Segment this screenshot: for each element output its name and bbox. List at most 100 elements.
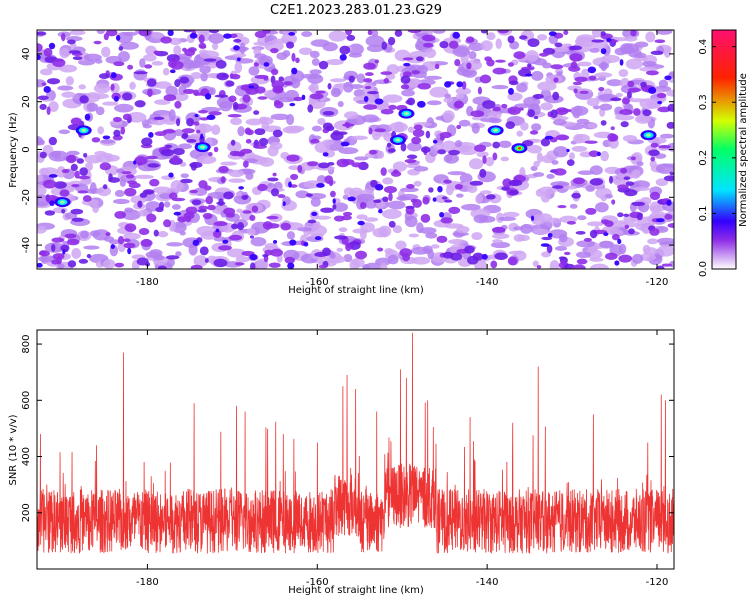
spectrum-texture-cell xyxy=(236,57,241,62)
spectrum-texture-cell xyxy=(600,120,607,126)
spectrum-texture-cell xyxy=(37,54,41,61)
spectrum-texture-cell xyxy=(544,135,554,140)
spectrum-texture-cell xyxy=(518,107,524,111)
spectrum-texture-cell xyxy=(400,84,410,90)
spectrum-texture-cell xyxy=(600,54,621,63)
spectrum-texture-cell xyxy=(99,73,110,80)
spectrum-texture-cell xyxy=(143,54,157,62)
spectrum-texture-cell xyxy=(254,53,267,60)
spectrum-texture-cell xyxy=(600,219,610,225)
spectrum-texture-cell xyxy=(650,156,656,162)
spectrum-texture-cell xyxy=(645,31,656,43)
spectrum-texture-cell xyxy=(56,166,66,178)
spectrum-texture-cell xyxy=(288,32,296,36)
spectrum-texture-cell xyxy=(492,67,507,75)
spectrum-texture-cell xyxy=(357,220,365,226)
spectrum-texture-cell xyxy=(540,138,551,147)
spectral-peak-core xyxy=(200,145,206,149)
spectrum-texture-cell xyxy=(527,109,535,118)
spectrum-texture-cell xyxy=(278,76,284,82)
spectrum-texture-cell xyxy=(569,53,583,62)
spectrum-texture-cell xyxy=(468,51,477,60)
spectrum-texture-cell xyxy=(386,142,392,148)
spectrum-texture-cell xyxy=(619,109,633,116)
spectrum-texture-cell xyxy=(576,251,592,259)
spectrum-texture-cell xyxy=(400,75,411,84)
spectrum-texture-cell xyxy=(238,186,244,190)
spectrum-texture-cell xyxy=(264,242,278,249)
spectrum-texture-cell xyxy=(196,129,201,134)
spectrum-texture-cell xyxy=(379,262,388,269)
spectrum-texture-cell xyxy=(112,198,130,205)
spectrum-texture-cell xyxy=(661,263,673,267)
snr-panel: -180 -160 -140 -120 200 400 600 800 Height of … xyxy=(8,329,675,596)
spectrum-texture-cell xyxy=(558,108,572,113)
spectrum-texture-cell xyxy=(377,247,384,252)
spectrum-texture-cell xyxy=(396,196,411,201)
spectrum-texture-cell xyxy=(329,78,347,83)
spectrum-texture-cell xyxy=(121,171,132,175)
spectrum-texture-cell xyxy=(102,101,119,106)
spectrum-texture-cell xyxy=(480,30,488,34)
spectrum-texture-cell xyxy=(577,61,592,67)
spectrum-texture-cell xyxy=(263,62,270,67)
spectrum-texture-cell xyxy=(346,34,356,42)
spectrum-texture-cell xyxy=(531,70,544,81)
spectrum-texture-cell xyxy=(171,204,181,210)
spectrum-texture-cell xyxy=(403,62,411,67)
spectrum-texture-cell xyxy=(242,160,249,168)
spectrum-texture-cell xyxy=(208,30,219,34)
spectrum-texture-cell xyxy=(218,198,224,206)
spectrum-texture-cell xyxy=(116,31,133,44)
spectrum-texture-cell xyxy=(600,31,606,37)
spectrum-texture-cell xyxy=(650,50,664,55)
spectrum-texture-cell xyxy=(51,237,65,243)
spectrum-texture-cell xyxy=(572,177,585,185)
spectrum-texture-cell xyxy=(586,97,600,107)
spectrum-texture-cell xyxy=(443,153,459,164)
spectrum-texture-cell xyxy=(561,260,566,266)
spectrum-texture-cell xyxy=(38,250,50,257)
spectrum-texture-cell xyxy=(517,234,530,242)
spectrum-texture-cell xyxy=(71,217,84,222)
spectrum-texture-cell xyxy=(310,138,320,144)
spectrum-texture-cell xyxy=(177,216,187,223)
spectrum-texture-cell xyxy=(411,256,431,265)
spectrum-texture-cell xyxy=(66,238,80,246)
spectrum-texture-cell xyxy=(408,233,419,238)
spectrum-texture-cell xyxy=(223,191,234,200)
spectrum-texture-cell xyxy=(70,208,84,215)
spectrum-texture-cell xyxy=(587,66,597,74)
spectrum-texture-cell xyxy=(263,76,269,81)
spectrum-texture-cell xyxy=(587,221,604,227)
spectrum-texture-cell xyxy=(551,185,564,189)
spectrum-texture-cell xyxy=(417,100,426,108)
spectrum-texture-cell xyxy=(69,43,77,49)
spectrum-texture-cell xyxy=(413,180,422,187)
spectrum-texture-cell xyxy=(269,141,283,150)
spectrum-texture-cell xyxy=(190,72,203,80)
snr-x-axis-label: Height of straight line (km) xyxy=(288,585,424,596)
spectrum-texture-cell xyxy=(48,174,58,178)
spectrum-texture-cell xyxy=(577,215,587,221)
spectrum-texture-cell xyxy=(399,248,412,257)
spectrum-texture-cell xyxy=(439,135,445,141)
spectrum-texture-cell xyxy=(624,189,638,197)
spectrum-texture-cell xyxy=(413,124,423,131)
spectrum-texture-cell xyxy=(419,227,437,234)
spectrum-texture-cell xyxy=(154,99,171,105)
spectrum-texture-cell xyxy=(178,143,192,150)
spectrum-texture-cell xyxy=(43,85,51,93)
spectrum-texture-cell xyxy=(550,109,558,119)
spectrum-texture-cell xyxy=(623,176,631,180)
y-tick-label: -40 xyxy=(21,237,32,253)
spectrum-texture-cell xyxy=(118,46,124,51)
spectrum-texture-cell xyxy=(563,263,575,269)
spectrum-texture-cell xyxy=(57,85,74,91)
spectrum-texture-cell xyxy=(124,187,137,197)
spectrum-texture-cell xyxy=(337,101,344,108)
spectrum-texture-cell xyxy=(591,30,603,38)
spectrum-texture-cell xyxy=(468,42,485,52)
spectrum-texture-cell xyxy=(356,214,368,220)
